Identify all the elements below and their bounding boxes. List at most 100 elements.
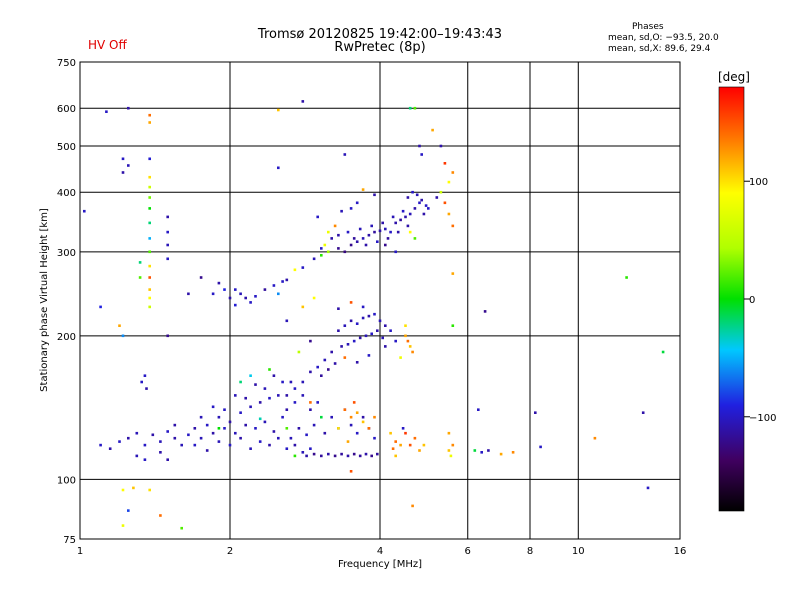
data-point	[211, 405, 215, 409]
data-point	[389, 329, 392, 332]
data-point	[289, 436, 293, 440]
data-point	[173, 423, 177, 427]
data-point	[411, 190, 414, 194]
data-point	[449, 454, 453, 458]
data-point	[443, 201, 447, 205]
data-point	[309, 447, 312, 450]
data-point	[309, 408, 312, 411]
data-point	[132, 486, 135, 490]
data-point	[373, 415, 376, 419]
data-point	[211, 431, 215, 435]
data-point	[148, 250, 151, 254]
plot-frame	[79, 61, 681, 540]
data-point	[337, 233, 340, 237]
data-point	[249, 447, 252, 450]
y-tick-label: 100	[57, 475, 76, 486]
data-point	[355, 201, 359, 205]
data-point	[361, 420, 365, 424]
data-point	[127, 436, 130, 440]
data-point	[593, 436, 597, 440]
data-point	[217, 281, 221, 285]
data-point	[143, 374, 147, 377]
data-point	[413, 436, 417, 440]
data-point	[166, 257, 169, 261]
data-point	[234, 288, 237, 291]
data-point	[316, 365, 319, 369]
data-point	[337, 427, 340, 430]
data-point	[148, 237, 151, 240]
data-point	[355, 322, 359, 325]
data-point	[297, 427, 301, 430]
data-point	[349, 415, 353, 419]
data-point	[148, 221, 151, 225]
colorbar-tick-label: −100	[749, 413, 776, 424]
phases-o-stats: mean, sd,O: −93.5, 20.0	[608, 33, 719, 43]
data-point	[127, 164, 130, 167]
y-tick-label: 750	[57, 58, 76, 69]
data-point	[408, 212, 412, 216]
data-point	[451, 224, 455, 228]
x-tick-label: 16	[674, 546, 687, 557]
data-point	[418, 201, 421, 205]
data-point	[320, 454, 323, 458]
data-point	[373, 312, 376, 316]
grid-lines	[80, 62, 680, 539]
data-point	[285, 394, 289, 397]
data-point	[389, 431, 392, 435]
data-point	[143, 458, 147, 461]
data-point	[285, 408, 289, 411]
data-point	[394, 250, 397, 254]
phases-title: Phases	[632, 22, 664, 32]
data-point	[254, 383, 257, 386]
data-point	[394, 440, 397, 443]
data-point	[327, 230, 330, 234]
data-point	[477, 408, 480, 411]
data-point	[263, 387, 267, 390]
data-point	[399, 218, 402, 222]
data-point	[166, 430, 169, 433]
data-point	[376, 329, 379, 332]
data-point	[406, 224, 410, 228]
data-point	[244, 396, 247, 400]
data-point	[349, 319, 353, 323]
data-point	[173, 436, 177, 440]
data-point	[399, 356, 402, 359]
data-point	[108, 447, 112, 450]
data-point	[386, 237, 390, 240]
data-point	[148, 196, 151, 199]
data-point	[447, 449, 451, 452]
data-point	[99, 443, 102, 447]
x-tick-label: 6	[465, 546, 471, 557]
data-point	[277, 292, 280, 296]
data-point	[534, 411, 537, 414]
chart-title: Tromsø 20120825 19:42:00–19:43:43	[257, 27, 503, 42]
data-point	[277, 108, 280, 112]
data-point	[327, 368, 330, 371]
data-point	[121, 488, 125, 492]
data-point	[661, 350, 665, 354]
data-point	[239, 436, 242, 440]
data-point	[367, 354, 371, 357]
data-point	[277, 436, 280, 440]
data-point	[401, 209, 405, 213]
data-point	[511, 451, 515, 454]
data-point	[413, 207, 417, 210]
data-point	[411, 350, 414, 354]
axis-labels: 1 2 4 6 8 10 16 75 100 200 300 400 500 600 750	[57, 58, 686, 557]
data-point	[289, 380, 293, 384]
data-point	[118, 324, 121, 327]
data-point	[312, 423, 316, 427]
data-point	[277, 394, 280, 397]
data-point	[327, 250, 330, 254]
data-point	[316, 401, 319, 404]
data-point	[364, 334, 368, 338]
data-point	[361, 305, 365, 309]
data-point	[333, 224, 337, 228]
data-point	[312, 296, 316, 300]
data-point	[166, 243, 169, 247]
x-tick-label: 1	[77, 546, 83, 557]
data-point	[346, 440, 350, 443]
data-point	[352, 452, 356, 456]
data-point	[337, 329, 340, 332]
data-point	[384, 227, 387, 231]
